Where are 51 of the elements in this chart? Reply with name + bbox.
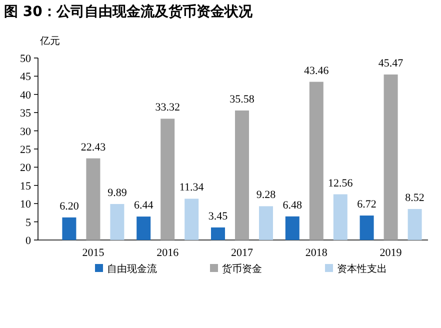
data-label: 6.72 <box>357 198 376 211</box>
bar <box>384 74 398 240</box>
data-label: 8.52 <box>405 192 424 204</box>
legend-label: 货币资金 <box>222 263 262 275</box>
data-label: 3.45 <box>208 210 228 222</box>
bar <box>211 227 225 240</box>
bar <box>259 206 273 240</box>
bar <box>285 216 300 240</box>
x-tick-label: 2016 <box>156 247 180 259</box>
y-tick-label: 5 <box>26 216 32 229</box>
data-label: 9.89 <box>108 187 128 199</box>
data-label: 6.44 <box>134 200 154 212</box>
bar <box>333 194 348 240</box>
x-tick-label: 2019 <box>380 247 402 259</box>
data-label: 6.48 <box>282 199 303 212</box>
legend-label: 资本性支出 <box>337 263 387 275</box>
data-label: 6.20 <box>60 200 80 212</box>
y-tick-label: 35 <box>20 108 32 120</box>
bar <box>360 216 374 240</box>
y-tick-label: 40 <box>20 89 32 102</box>
y-axis-title: 亿元 <box>39 36 60 47</box>
y-tick-label: 15 <box>20 180 32 192</box>
y-tick-label: 30 <box>20 126 32 138</box>
bar <box>160 118 175 240</box>
x-tick-label: 2018 <box>305 247 328 259</box>
y-tick-label: 25 <box>20 144 32 156</box>
data-label: 12.56 <box>328 177 354 190</box>
y-tick-label: 20 <box>20 162 32 174</box>
data-label: 43.46 <box>304 64 330 77</box>
data-label: 11.34 <box>179 182 204 194</box>
y-tick-label: 50 <box>20 53 32 65</box>
bar <box>62 217 76 240</box>
data-label: 33.32 <box>155 102 180 114</box>
bar <box>408 208 422 240</box>
bar <box>136 216 151 240</box>
bar <box>235 110 249 240</box>
data-label: 9.28 <box>256 189 276 202</box>
y-tick-label: 45 <box>20 71 32 84</box>
legend-label: 自由现金流 <box>107 263 157 275</box>
data-label: 22.43 <box>80 141 106 154</box>
data-label: 35.58 <box>230 93 255 106</box>
bar <box>110 204 124 240</box>
chart-title: 图 30：公司自由现金流及货币资金状况 <box>4 3 254 20</box>
bar <box>309 82 324 240</box>
bar <box>86 158 100 240</box>
x-tick-label: 2015 <box>82 247 105 259</box>
y-tick-label: 0 <box>26 235 32 247</box>
bar <box>184 198 199 240</box>
x-tick-label: 2017 <box>231 247 254 259</box>
data-label: 45.47 <box>378 57 404 70</box>
y-tick-label: 10 <box>20 198 32 211</box>
